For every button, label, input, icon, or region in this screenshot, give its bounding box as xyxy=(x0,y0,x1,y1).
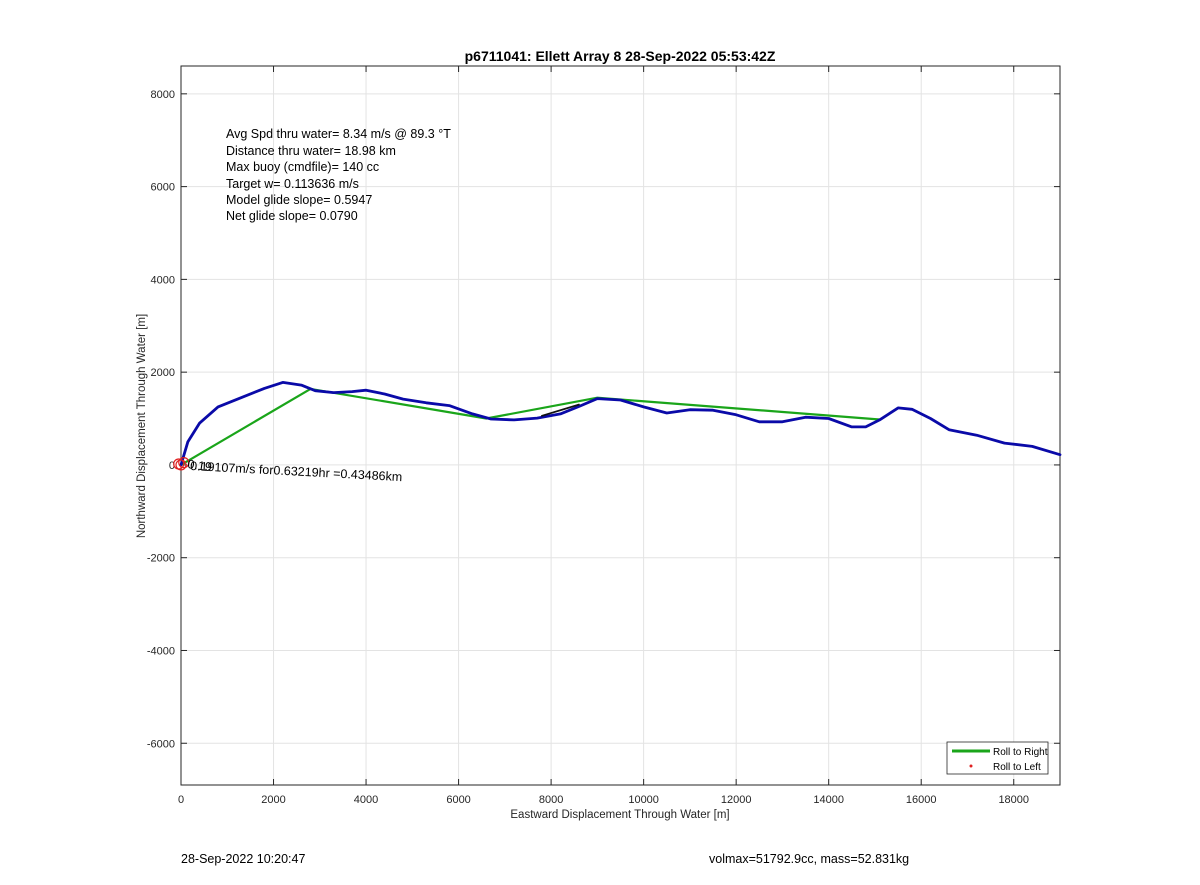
plot-frame xyxy=(180,65,1061,786)
y-tick-label: -6000 xyxy=(147,738,175,750)
roll-left-point xyxy=(178,457,190,469)
legend-box xyxy=(946,741,1049,775)
current-overlap-label: 0.19 xyxy=(187,457,213,474)
roll-right-line xyxy=(179,387,881,466)
legend-label-roll-right: Roll to Right xyxy=(993,747,1048,758)
annotation-net-glide: Net glide slope= 0.0790 xyxy=(226,209,358,223)
annotation-model-glide: Model glide slope= 0.5947 xyxy=(226,193,372,207)
current-label: 0.19107m/s for0.63219hr =0.43486km xyxy=(190,459,403,484)
y-tick-label: 0 xyxy=(169,460,175,472)
legend-label-roll-left: Roll to Left xyxy=(993,762,1041,773)
x-tick-label: 6000 xyxy=(446,794,470,806)
annotation-avg-speed: Avg Spd thru water= 8.34 m/s @ 89.3 °T xyxy=(226,127,451,141)
x-tick-label: 10000 xyxy=(628,794,659,806)
y-tick-label: -4000 xyxy=(147,645,175,657)
x-tick-label: 14000 xyxy=(813,794,844,806)
y-tick-label: 6000 xyxy=(151,182,175,194)
y-tick-label: 8000 xyxy=(151,89,175,101)
legend: Roll to Right Roll to Left xyxy=(946,741,1049,775)
series-layer xyxy=(173,380,1062,471)
glider-track-line xyxy=(179,380,1062,467)
footer-volmax-mass: volmax=51792.9cc, mass=52.831kg xyxy=(709,852,910,866)
x-axis-label: Eastward Displacement Through Water [m] xyxy=(510,809,729,821)
x-tick-label: 2000 xyxy=(261,794,285,806)
x-tick-label: 12000 xyxy=(721,794,752,806)
y-axis-label: Northward Displacement Through Water [m] xyxy=(136,314,148,538)
annotation-distance: Distance thru water= 18.98 km xyxy=(226,144,396,158)
grid xyxy=(180,66,1060,785)
ticks: 0 2000 4000 6000 8000 10000 12000 14000 16000 180… xyxy=(147,66,1060,806)
annotation-target-w: Target w= 0.113636 m/s xyxy=(226,177,359,191)
x-tick-label: 18000 xyxy=(998,794,1029,806)
y-tick-label: 2000 xyxy=(151,367,175,379)
y-tick-label: 4000 xyxy=(151,274,175,286)
x-tick-label: 0 xyxy=(178,794,184,806)
legend-swatch-roll-left xyxy=(969,764,973,768)
footer-timestamp: 28-Sep-2022 10:20:47 xyxy=(181,852,306,866)
x-tick-label: 16000 xyxy=(906,794,937,806)
stats-annotation: Avg Spd thru water= 8.34 m/s @ 89.3 °T D… xyxy=(226,127,451,223)
y-tick-label: -2000 xyxy=(147,553,175,565)
annotation-max-buoy: Max buoy (cmdfile)= 140 cc xyxy=(226,160,379,174)
roll-left-point xyxy=(173,458,185,470)
track-segment-line xyxy=(541,403,580,417)
x-tick-label: 8000 xyxy=(539,794,563,806)
x-tick-label: 4000 xyxy=(354,794,378,806)
chart-title: p6711041: Ellett Array 8 28-Sep-2022 05:… xyxy=(465,48,776,64)
